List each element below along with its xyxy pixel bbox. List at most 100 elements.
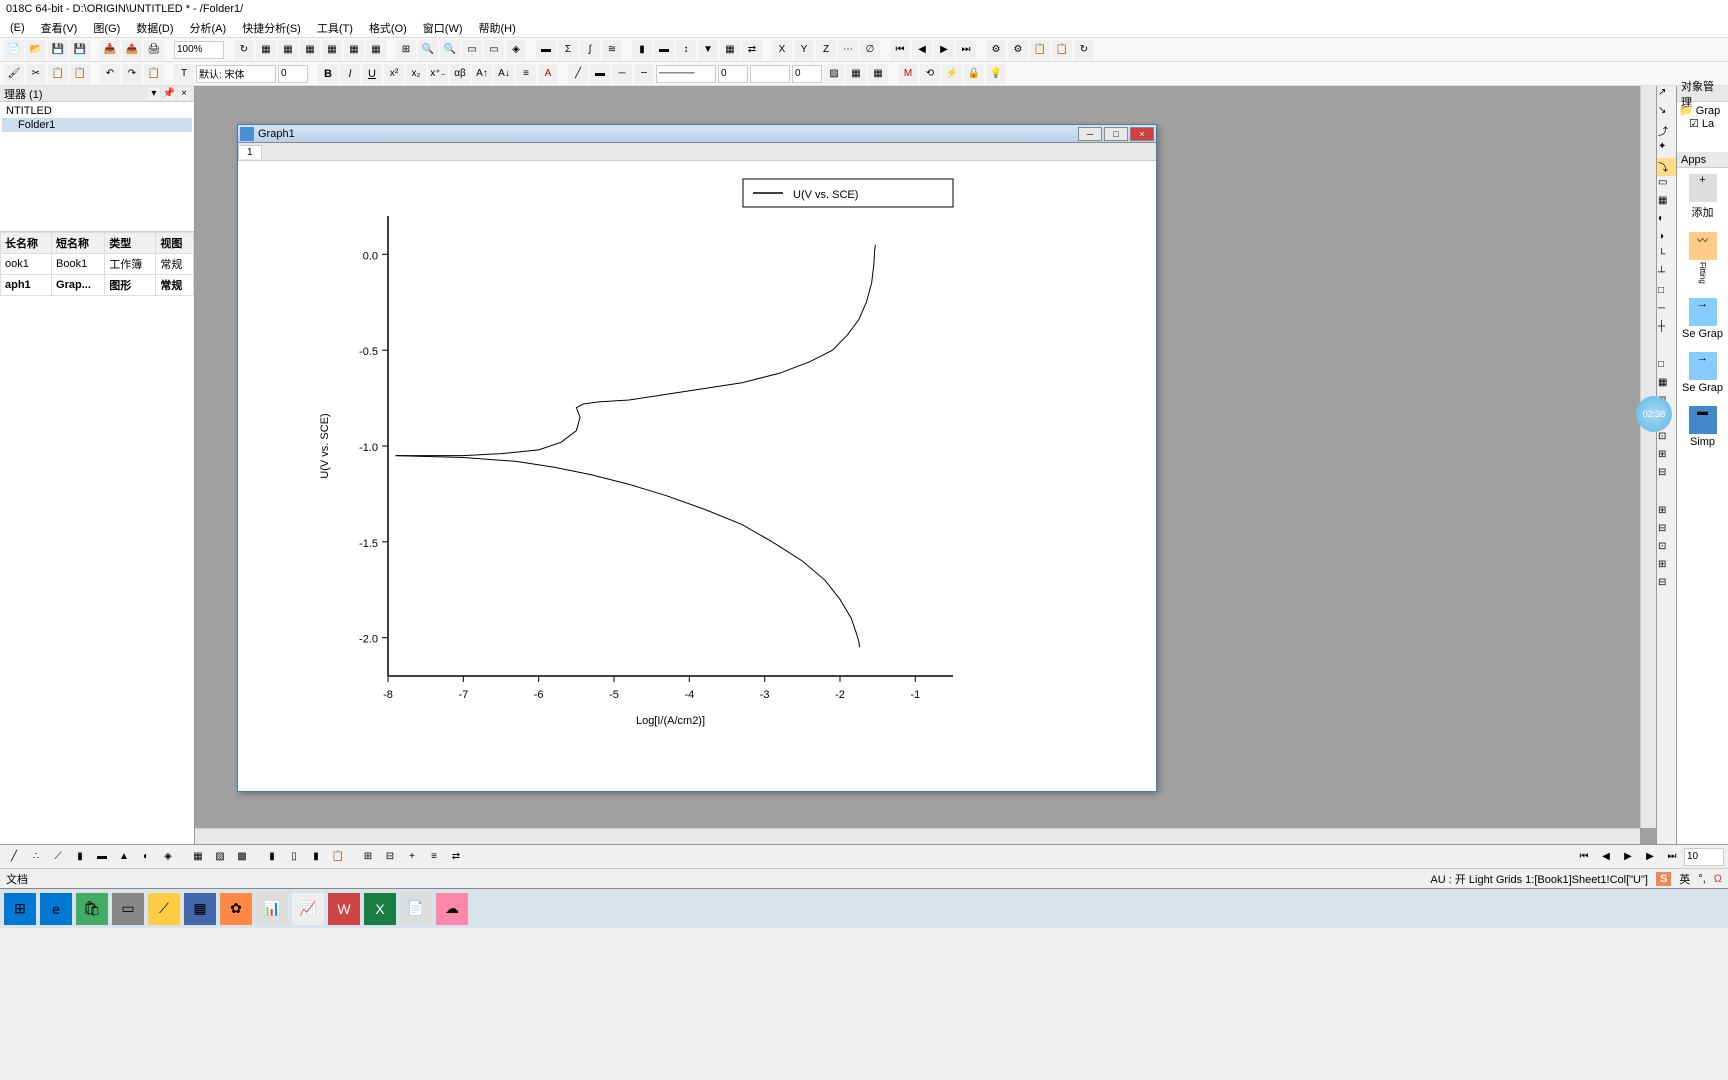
refresh-button[interactable]: ↻	[234, 40, 254, 60]
apps-send-graph[interactable]: →Se Grap	[1677, 292, 1728, 346]
plot-template-button[interactable]: 📋	[328, 847, 348, 867]
col-view[interactable]: 视图	[156, 233, 194, 254]
sort-button[interactable]: ↕	[676, 40, 696, 60]
font-size-input[interactable]	[278, 65, 308, 83]
underline-button[interactable]: U	[362, 64, 382, 84]
rtool-24[interactable]: ⊡	[1657, 540, 1677, 558]
bold-button[interactable]: B	[318, 64, 338, 84]
save-all-button[interactable]: 💾	[70, 40, 90, 60]
nav-last-button[interactable]: ⏭	[1662, 847, 1682, 867]
plot-bar-button[interactable]: ▬	[92, 847, 112, 867]
filter-button[interactable]: ▼	[698, 40, 718, 60]
rtool-4[interactable]: ✦	[1657, 140, 1677, 158]
lock-button[interactable]: 🔒	[964, 64, 984, 84]
fill-pattern-input[interactable]	[750, 65, 790, 83]
app7-icon[interactable]: ☁	[436, 893, 468, 925]
menu-gadgets[interactable]: 快捷分析(S)	[238, 18, 305, 38]
data-reader-button[interactable]: ▭	[484, 40, 504, 60]
menu-analysis[interactable]: 分析(A)	[186, 18, 231, 38]
font-inc-button[interactable]: A↑	[472, 64, 492, 84]
panel-dropdown-icon[interactable]: ▾	[148, 88, 160, 100]
wps-icon[interactable]: W	[328, 893, 360, 925]
plot-column-button[interactable]: ▮	[70, 847, 90, 867]
new-project-button[interactable]: 📄	[4, 40, 24, 60]
panel-close-icon[interactable]: ×	[178, 88, 190, 100]
greek-button[interactable]: αβ	[450, 64, 470, 84]
nav-next-button[interactable]: ▶	[1640, 847, 1660, 867]
rtool-10[interactable]: └	[1657, 248, 1677, 266]
menu-data[interactable]: 数据(D)	[132, 18, 177, 38]
last-button[interactable]: ⏭	[956, 40, 976, 60]
plot-contour-button[interactable]: ▦	[188, 847, 208, 867]
maximize-button[interactable]: □	[1104, 127, 1128, 141]
rtool-5[interactable]: ⤵	[1657, 158, 1677, 176]
taskview-icon[interactable]: ▭	[112, 893, 144, 925]
workspace-scrollbar-h[interactable]	[195, 828, 1640, 844]
table-row[interactable]: ook1 Book1 工作簿 常规	[1, 254, 194, 275]
apps-simple[interactable]: ▬Simp	[1677, 400, 1728, 454]
rtool-23[interactable]: ⊟	[1657, 522, 1677, 540]
add-layer-button[interactable]: +	[402, 847, 422, 867]
nav-prev-button[interactable]: ◀	[1596, 847, 1616, 867]
menu-help[interactable]: 帮助(H)	[475, 18, 520, 38]
new-matrix-button[interactable]: ▦	[322, 40, 342, 60]
fft-button[interactable]: ≋	[602, 40, 622, 60]
rtool-25[interactable]: ⊞	[1657, 558, 1677, 576]
open-button[interactable]: 📂	[26, 40, 46, 60]
paste-button[interactable]: 📋	[70, 64, 90, 84]
plot-scatter-button[interactable]: ∴	[26, 847, 46, 867]
mask-button[interactable]: ▬	[536, 40, 556, 60]
speed-mode-button[interactable]: ⚡	[942, 64, 962, 84]
plot-3d-button[interactable]: ◈	[158, 847, 178, 867]
new-notes-button[interactable]: ▦	[366, 40, 386, 60]
code-builder-button[interactable]: ⚙	[1008, 40, 1028, 60]
app3-icon[interactable]: ✿	[220, 893, 252, 925]
x-button[interactable]: X	[772, 40, 792, 60]
zoom-in-button[interactable]: 🔍	[418, 40, 438, 60]
rtool-1[interactable]: ↗	[1657, 86, 1677, 104]
graph-canvas[interactable]: -8-7-6-5-4-3-2-10.0-0.5-1.0-1.5-2.0Log[I…	[238, 161, 1156, 791]
obj-graph[interactable]: 📁 Grap	[1679, 104, 1726, 117]
table-row[interactable]: aph1 Grap... 图形 常规	[1, 275, 194, 296]
apps-send-graph2[interactable]: →Se Grap	[1677, 346, 1728, 400]
rtool-2[interactable]: ↘	[1657, 104, 1677, 122]
col-longname[interactable]: 长名称	[1, 233, 52, 254]
next-button[interactable]: ▶	[934, 40, 954, 60]
plot-line-button[interactable]: ╱	[4, 847, 24, 867]
plot-stat-button[interactable]: ▮	[262, 847, 282, 867]
app6-icon[interactable]: 📄	[400, 893, 432, 925]
merge-button[interactable]: ⊞	[358, 847, 378, 867]
app1-icon[interactable]: ⟋	[148, 893, 180, 925]
script-button[interactable]: ⚙	[986, 40, 1006, 60]
rtool-14[interactable]: ┼	[1657, 320, 1677, 338]
plot-linesymbol-button[interactable]: ⟋	[48, 847, 68, 867]
menu-view[interactable]: 查看(V)	[37, 18, 82, 38]
menu-file[interactable]: (E)	[6, 20, 29, 36]
rtool-22[interactable]: ⊞	[1657, 504, 1677, 522]
undo-button[interactable]: ↶	[100, 64, 120, 84]
label-button[interactable]: ⋯	[838, 40, 858, 60]
menu-tools[interactable]: 工具(T)	[313, 18, 357, 38]
batch-button[interactable]: 📋	[1052, 40, 1072, 60]
text-tool-button[interactable]: T	[174, 64, 194, 84]
omega-icon[interactable]: Ω	[1714, 873, 1722, 885]
apps-fitting[interactable]: 〰Fitting	[1677, 226, 1728, 292]
copy-format-button[interactable]: 🖌	[4, 64, 24, 84]
panel-pin-icon[interactable]: 📌	[163, 88, 175, 100]
row-stats-button[interactable]: ▬	[654, 40, 674, 60]
app4-icon[interactable]: 📊	[256, 893, 288, 925]
excel-icon[interactable]: X	[364, 893, 396, 925]
line-style-button[interactable]: ─	[612, 64, 632, 84]
prev-button[interactable]: ◀	[912, 40, 932, 60]
superscript-button[interactable]: x²	[384, 64, 404, 84]
rtool-20[interactable]: ⊞	[1657, 448, 1677, 466]
mask-toggle-button[interactable]: M	[898, 64, 918, 84]
zoom-out-button[interactable]: 🔍	[440, 40, 460, 60]
dup-button[interactable]: 📋	[144, 64, 164, 84]
exchange-button[interactable]: ⇄	[446, 847, 466, 867]
rtool-8[interactable]: ◐	[1657, 212, 1677, 230]
graph-titlebar[interactable]: Graph1 ─ □ ×	[238, 125, 1156, 143]
fill-color-button[interactable]: ▬	[590, 64, 610, 84]
cut-button[interactable]: ✂	[26, 64, 46, 84]
none-button[interactable]: ∅	[860, 40, 880, 60]
